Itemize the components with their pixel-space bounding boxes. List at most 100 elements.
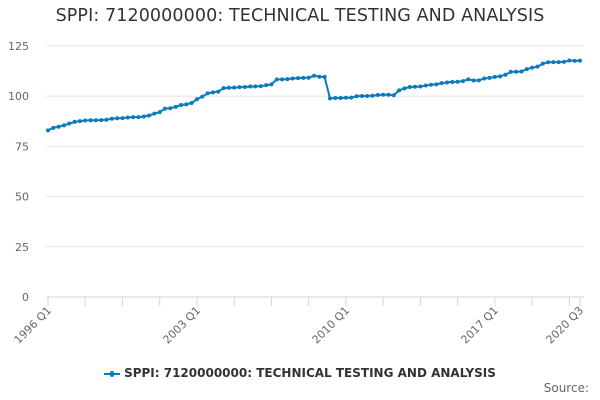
- data-point[interactable]: [290, 76, 295, 81]
- data-point[interactable]: [487, 75, 492, 80]
- data-point[interactable]: [460, 79, 465, 84]
- data-point[interactable]: [578, 58, 582, 63]
- data-point[interactable]: [285, 77, 290, 82]
- data-point[interactable]: [546, 60, 551, 65]
- data-point[interactable]: [540, 61, 545, 66]
- data-point[interactable]: [189, 101, 194, 106]
- data-point[interactable]: [120, 116, 125, 121]
- data-point[interactable]: [514, 69, 519, 74]
- data-point[interactable]: [439, 81, 444, 86]
- data-point[interactable]: [445, 80, 449, 85]
- data-point[interactable]: [51, 125, 56, 130]
- data-point[interactable]: [306, 75, 311, 80]
- data-point[interactable]: [131, 115, 136, 120]
- data-point[interactable]: [423, 83, 428, 88]
- data-point[interactable]: [455, 79, 460, 84]
- data-point[interactable]: [115, 116, 120, 121]
- data-point[interactable]: [179, 103, 183, 108]
- data-point[interactable]: [205, 91, 210, 96]
- data-point[interactable]: [83, 118, 88, 123]
- data-point[interactable]: [269, 82, 274, 87]
- data-point[interactable]: [466, 77, 471, 82]
- data-point[interactable]: [322, 74, 327, 79]
- data-point[interactable]: [237, 85, 242, 90]
- data-point[interactable]: [61, 123, 66, 128]
- data-point[interactable]: [562, 59, 567, 64]
- data-point[interactable]: [312, 73, 316, 78]
- data-point[interactable]: [274, 77, 279, 82]
- data-point[interactable]: [434, 82, 439, 87]
- data-point[interactable]: [253, 84, 258, 89]
- legend-item[interactable]: SPPI: 7120000000: TECHNICAL TESTING AND …: [0, 366, 600, 380]
- data-point[interactable]: [221, 86, 226, 91]
- data-point[interactable]: [359, 93, 364, 98]
- data-point[interactable]: [530, 65, 535, 70]
- data-point[interactable]: [572, 58, 577, 63]
- data-point[interactable]: [429, 82, 434, 87]
- data-point[interactable]: [141, 114, 146, 119]
- data-point[interactable]: [365, 93, 370, 98]
- data-point[interactable]: [67, 121, 72, 126]
- data-point[interactable]: [136, 115, 141, 120]
- data-point[interactable]: [173, 104, 178, 109]
- data-point[interactable]: [397, 88, 402, 93]
- data-point[interactable]: [194, 97, 199, 102]
- data-point[interactable]: [152, 111, 157, 116]
- data-point[interactable]: [503, 72, 508, 77]
- series-line[interactable]: [47, 59, 581, 132]
- data-point[interactable]: [354, 94, 359, 99]
- data-point[interactable]: [301, 75, 306, 80]
- data-point[interactable]: [264, 83, 269, 88]
- data-point[interactable]: [109, 116, 114, 121]
- data-point[interactable]: [343, 95, 348, 100]
- data-point[interactable]: [381, 92, 386, 97]
- data-point[interactable]: [386, 92, 391, 97]
- data-point[interactable]: [349, 95, 354, 100]
- data-point[interactable]: [168, 106, 173, 111]
- data-point[interactable]: [338, 96, 343, 101]
- data-point[interactable]: [226, 85, 231, 90]
- data-point[interactable]: [56, 124, 61, 129]
- data-point[interactable]: [163, 106, 168, 111]
- data-series[interactable]: [46, 58, 582, 133]
- data-point[interactable]: [492, 74, 497, 79]
- data-point[interactable]: [519, 69, 524, 74]
- data-point[interactable]: [216, 89, 221, 94]
- data-point[interactable]: [327, 96, 332, 101]
- data-point[interactable]: [498, 74, 503, 79]
- data-point[interactable]: [317, 74, 322, 79]
- data-point[interactable]: [471, 78, 476, 83]
- data-point[interactable]: [391, 93, 396, 98]
- data-point[interactable]: [88, 118, 93, 123]
- data-point[interactable]: [375, 92, 380, 97]
- data-point[interactable]: [407, 84, 412, 89]
- data-point[interactable]: [556, 60, 561, 65]
- data-point[interactable]: [184, 102, 189, 107]
- data-point[interactable]: [370, 93, 375, 98]
- data-point[interactable]: [333, 96, 338, 101]
- data-point[interactable]: [242, 84, 247, 89]
- data-point[interactable]: [567, 58, 572, 63]
- data-point[interactable]: [476, 78, 481, 83]
- data-point[interactable]: [157, 110, 162, 115]
- data-point[interactable]: [248, 84, 253, 89]
- data-point[interactable]: [125, 115, 130, 120]
- data-point[interactable]: [450, 79, 455, 84]
- data-point[interactable]: [551, 60, 556, 65]
- data-point[interactable]: [402, 86, 407, 91]
- data-point[interactable]: [77, 119, 82, 124]
- data-point[interactable]: [258, 84, 263, 89]
- data-point[interactable]: [93, 118, 98, 123]
- data-point[interactable]: [524, 67, 529, 72]
- data-point[interactable]: [147, 113, 152, 118]
- data-point[interactable]: [296, 76, 301, 81]
- data-point[interactable]: [210, 90, 215, 95]
- data-point[interactable]: [46, 128, 50, 133]
- data-point[interactable]: [413, 84, 418, 89]
- data-point[interactable]: [418, 84, 423, 89]
- data-point[interactable]: [200, 94, 205, 99]
- data-point[interactable]: [508, 69, 513, 74]
- data-point[interactable]: [99, 118, 104, 123]
- data-point[interactable]: [232, 85, 237, 90]
- data-point[interactable]: [280, 77, 285, 82]
